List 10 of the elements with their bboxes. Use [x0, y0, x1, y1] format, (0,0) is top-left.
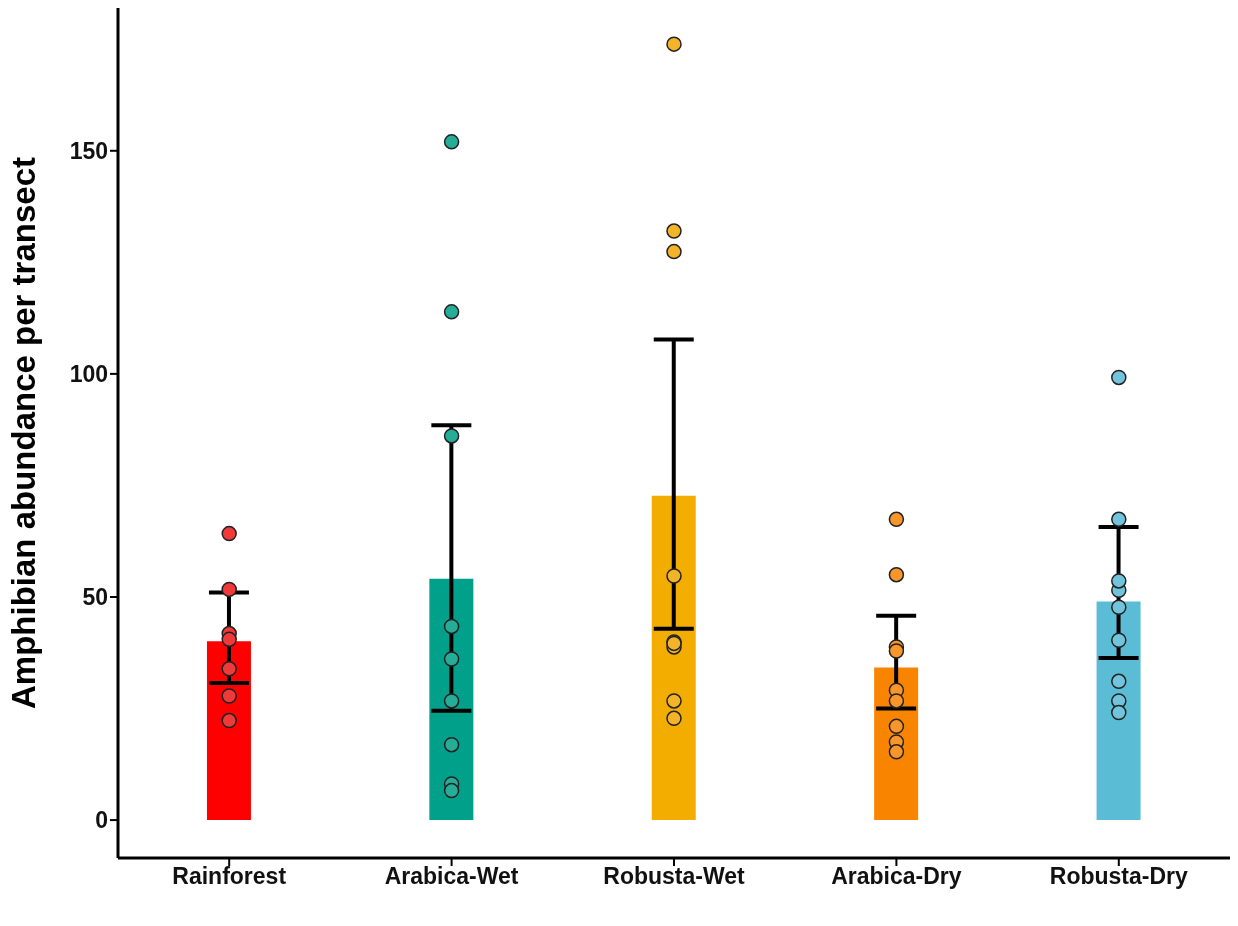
x-tick-label: Robusta-Wet: [603, 863, 746, 890]
y-tick-label: 100: [69, 361, 108, 388]
x-tick-label: Arabica-Dry: [831, 863, 962, 890]
y-axis-title: Amphibian abundance per transect: [4, 157, 42, 709]
x-tick-label: Robusta-Dry: [1049, 863, 1189, 890]
y-tick-label: 150: [69, 137, 108, 164]
y-tick-label: 0: [95, 807, 108, 834]
x-tick-label: Arabica-Wet: [384, 863, 519, 890]
x-tick-label: Rainforest: [172, 863, 287, 890]
y-tick-label: 50: [82, 584, 108, 611]
